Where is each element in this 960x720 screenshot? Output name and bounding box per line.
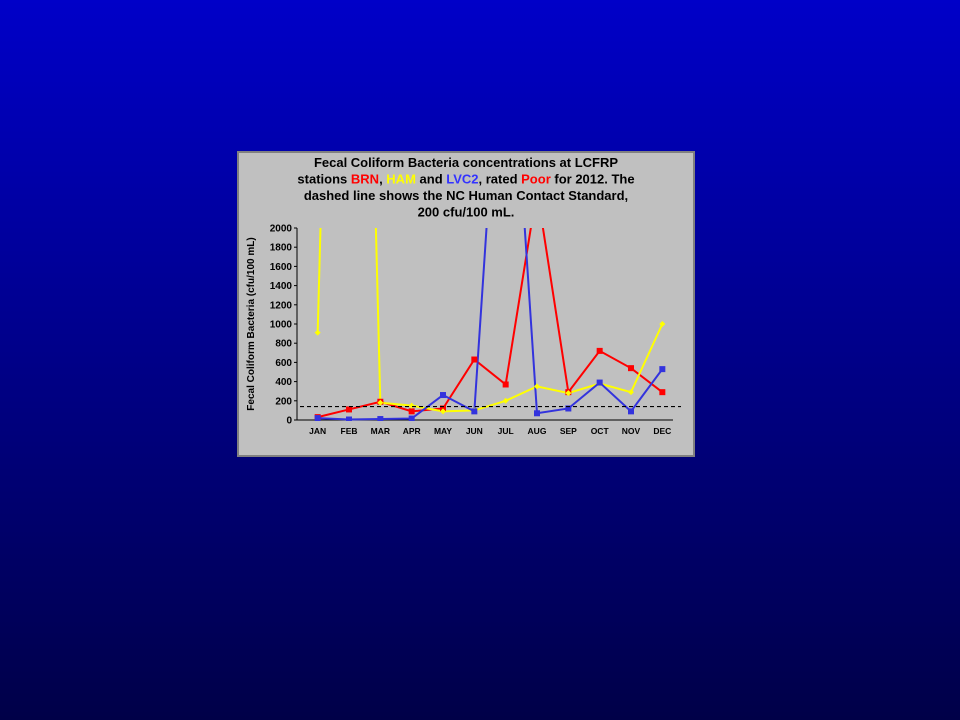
title-segment: dashed line shows the NC Human Contact S… <box>304 188 628 203</box>
marker <box>659 366 666 373</box>
marker <box>314 329 321 336</box>
marker <box>408 415 415 421</box>
marker <box>534 410 540 417</box>
x-tick-label: JUN <box>466 426 483 436</box>
x-tick-label: JAN <box>309 426 326 436</box>
marker <box>408 408 415 415</box>
x-tick-label: NOV <box>622 426 641 436</box>
marker <box>440 392 446 399</box>
marker <box>346 416 352 421</box>
title-segment: , rated <box>479 172 522 187</box>
marker <box>565 405 572 412</box>
y-tick-label: 2000 <box>270 224 293 235</box>
chart-title: Fecal Coliform Bacteria concentrations a… <box>297 155 634 220</box>
marker <box>596 379 603 386</box>
title-segment: HAM <box>386 172 416 187</box>
y-tick-label: 800 <box>275 339 292 350</box>
marker <box>346 406 352 413</box>
title-segment: LVC2 <box>446 172 478 187</box>
title-segment: and <box>416 172 446 187</box>
y-tick-label: 1200 <box>270 300 293 311</box>
y-tick-label: 200 <box>275 396 292 407</box>
plot-area <box>314 228 666 421</box>
x-tick-label: APR <box>403 426 421 436</box>
marker <box>565 390 572 397</box>
series-line <box>317 228 664 421</box>
series-line <box>316 228 664 413</box>
title-segment: , <box>379 172 386 187</box>
marker <box>628 389 634 396</box>
x-tick-label: FEB <box>341 426 358 436</box>
marker <box>502 381 509 388</box>
marker <box>534 383 540 390</box>
title-segment: 200 cfu/100 mL. <box>418 205 515 220</box>
y-axis-label: Fecal Coliform Bacteria (cfu/100 mL) <box>246 237 257 410</box>
x-tick-label: SEP <box>560 426 577 436</box>
title-segment: Fecal Coliform Bacteria concentrations a… <box>314 155 618 170</box>
title-segment: stations <box>297 172 350 187</box>
title-segment: Poor <box>521 172 551 187</box>
marker <box>659 389 666 396</box>
title-segment: BRN <box>351 172 379 187</box>
chart-frame <box>237 151 695 457</box>
series-line <box>317 228 663 419</box>
marker <box>502 397 509 404</box>
x-tick-label: MAR <box>371 426 390 436</box>
marker <box>628 408 634 415</box>
x-tick-label: DEC <box>653 426 671 436</box>
y-tick-label: 1400 <box>270 281 293 292</box>
y-tick-label: 0 <box>286 416 292 427</box>
marker <box>628 365 634 372</box>
marker <box>377 399 384 406</box>
marker <box>659 321 666 327</box>
y-tick-label: 600 <box>275 358 292 369</box>
marker <box>440 408 446 415</box>
y-tick-label: 1000 <box>270 320 293 331</box>
marker <box>471 408 478 415</box>
title-segment: for 2012. The <box>551 172 635 187</box>
marker <box>596 347 603 354</box>
x-tick-label: AUG <box>528 426 547 436</box>
y-tick-label: 1800 <box>270 243 293 254</box>
y-tick-label: 1600 <box>270 262 293 273</box>
x-tick-label: MAY <box>434 426 452 436</box>
x-tick-label: JUL <box>498 426 514 436</box>
y-tick-label: 400 <box>275 377 292 388</box>
marker <box>471 356 478 363</box>
x-tick-label: OCT <box>591 426 610 436</box>
marker <box>314 415 321 421</box>
marker <box>377 416 384 421</box>
